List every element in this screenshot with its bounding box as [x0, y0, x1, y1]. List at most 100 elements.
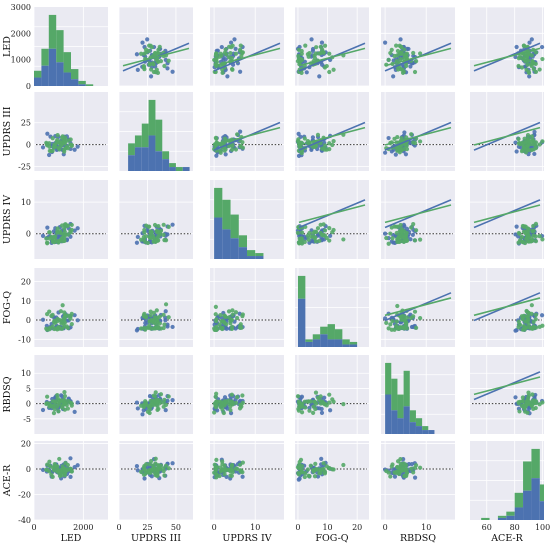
- point-ace-r-updrs-iv-group_b-14: [214, 457, 219, 463]
- point-updrs-iv-ace-r-group_b-18: [533, 239, 539, 244]
- point-fog-q-led-group_b-32: [62, 310, 67, 315]
- panel-rbdsq-vs-updrs-iii: [118, 355, 193, 434]
- hist-bar-rbdsq-b-6: [422, 426, 429, 431]
- hist-bar-led-a-4: [63, 72, 71, 86]
- hist-bar-ace-r-a-4: [514, 507, 524, 520]
- point-ace-r-updrs-iii-group_b-34: [149, 459, 154, 464]
- point-updrs-iv-updrs-iii-group_b-35: [149, 230, 154, 235]
- point-updrs-iv-rbdsq-group_b-22: [418, 237, 423, 242]
- point-fog-q-led-group_b-30: [60, 303, 65, 308]
- y-axis-label-led: LED: [2, 36, 13, 57]
- point-updrs-iv-updrs-iii-group_b-33: [145, 240, 151, 246]
- point-led-rbdsq-group_b-14: [398, 56, 403, 62]
- point-fog-q-updrs-iv-group_b-16: [226, 309, 232, 314]
- point-ace-r-updrs-iv-group_b-33: [212, 470, 217, 475]
- point-fog-q-updrs-iii-group_a-24: [165, 322, 170, 327]
- hist-bar-led-a-1: [41, 65, 49, 86]
- hist-bar-led-a-5: [71, 79, 79, 86]
- point-ace-r-led-group_b-37: [65, 462, 70, 468]
- point-ace-r-updrs-iii-group_b-39: [139, 469, 144, 475]
- point-updrs-iv-led-group_b-36: [44, 236, 49, 241]
- panel-fog-q-vs-ace-r: [470, 268, 545, 347]
- point-updrs-iv-rbdsq-group_b-41: [394, 230, 399, 236]
- point-updrs-iii-fog-q-group_b-19: [331, 139, 336, 144]
- regression-line-updrs-iii-fog-q-group_b: [298, 126, 366, 146]
- point-updrs-iv-rbdsq-group_b-40: [414, 228, 419, 233]
- point-updrs-iv-fog-q-group_b-30: [341, 237, 346, 242]
- point-led-updrs-iv-group_b-27: [223, 47, 228, 52]
- point-updrs-iii-ace-r-group_b-34: [537, 142, 542, 147]
- point-led-updrs-iv-group_a-11: [233, 46, 238, 51]
- point-rbdsq-fog-q-group_b-30: [341, 402, 346, 407]
- hist-bar-updrs-iii-a-8: [182, 167, 190, 171]
- point-fog-q-rbdsq-group_b-38: [402, 318, 407, 323]
- point-updrs-iv-fog-q-group_b-33: [299, 241, 305, 246]
- point-ace-r-rbdsq-group_a-23: [409, 461, 415, 467]
- point-updrs-iv-rbdsq-group_b-29: [390, 236, 395, 241]
- point-fog-q-led-group_b-25: [69, 311, 74, 316]
- point-updrs-iii-updrs-iv-group_b-32: [233, 147, 239, 152]
- point-fog-q-ace-r-group_b-38: [516, 319, 521, 324]
- point-ace-r-fog-q-group_b-26: [318, 470, 323, 476]
- point-ace-r-rbdsq-group_b-17: [404, 470, 410, 476]
- panel-updrs-iii-vs-updrs-iii: [118, 92, 193, 171]
- point-updrs-iii-fog-q-group_b-31: [321, 146, 326, 151]
- point-led-fog-q-group_b-25: [322, 43, 328, 48]
- point-ace-r-updrs-iv-group_b-32: [233, 466, 239, 471]
- point-rbdsq-updrs-iii-group_b-39: [139, 403, 144, 408]
- point-rbdsq-led-group_b-38: [57, 399, 63, 405]
- point-led-updrs-iii-group_b-40: [158, 59, 164, 64]
- hist-bar-ace-r-a-2: [497, 517, 507, 520]
- y-tick-fog-q-1: 0: [26, 316, 31, 325]
- point-fog-q-led-group_a-3: [75, 318, 80, 323]
- panel-fog-q-vs-led: [33, 268, 108, 347]
- point-updrs-iv-led-group_b-37: [65, 223, 70, 228]
- hist-bar-fog-q-a-7: [349, 344, 358, 347]
- point-rbdsq-updrs-iii-group_b-35: [149, 401, 154, 406]
- point-updrs-iii-led-group_a-20: [47, 152, 52, 158]
- panel-ace-r-vs-led: [33, 441, 108, 521]
- point-led-rbdsq-group_b-35: [399, 45, 404, 50]
- point-updrs-iii-rbdsq-group_a-27: [403, 152, 409, 157]
- point-updrs-iv-ace-r-group_b-38: [516, 230, 521, 236]
- point-fog-q-ace-r-group_a-17: [539, 313, 545, 318]
- hist-bar-led-b-2: [48, 14, 57, 49]
- point-fog-q-updrs-iv-group_b-32: [233, 310, 239, 315]
- regression-line-updrs-iv-fog-q-group_b: [298, 204, 366, 224]
- y-tick-rbdsq-1: 0: [26, 400, 31, 409]
- point-updrs-iii-updrs-iv-group_a-20: [223, 152, 228, 157]
- point-fog-q-led-group_b-15: [49, 313, 54, 319]
- point-led-fog-q-group_b-39: [299, 51, 304, 56]
- x-axis-label-rbdsq: RBDSQ: [400, 533, 436, 544]
- point-fog-q-rbdsq-group_b-37: [389, 327, 394, 332]
- point-led-fog-q-group_b-31: [321, 50, 326, 55]
- point-updrs-iii-led-group_a-29: [72, 147, 77, 152]
- point-rbdsq-ace-r-group_b-38: [516, 401, 521, 406]
- point-led-ace-r-group_a-38: [527, 74, 532, 79]
- panel-updrs-iii-vs-updrs-iv: [210, 92, 284, 171]
- point-led-rbdsq-group_a-3: [398, 37, 403, 42]
- point-updrs-iv-updrs-iii-group_b-28: [161, 232, 166, 237]
- point-fog-q-led-group_b-37: [65, 325, 70, 330]
- point-updrs-iii-fog-q-group_a-27: [296, 153, 302, 158]
- point-ace-r-updrs-iii-group_b-40: [158, 463, 164, 468]
- point-rbdsq-updrs-iii-group_a-20: [135, 406, 140, 411]
- point-led-ace-r-group_b-41: [523, 59, 528, 64]
- point-led-ace-r-group_a-17: [539, 44, 545, 50]
- point-updrs-iii-led-group_b-29: [52, 144, 57, 150]
- point-ace-r-rbdsq-group_b-11: [388, 474, 393, 479]
- point-led-updrs-iv-group_b-36: [220, 70, 225, 76]
- y-tick-updrs-iii-2: 25: [21, 119, 31, 128]
- point-fog-q-updrs-iii-group_a-6: [163, 309, 168, 314]
- point-led-rbdsq-group_b-3: [412, 69, 418, 75]
- point-rbdsq-ace-r-group_b-33: [523, 409, 528, 414]
- point-fog-q-updrs-iv-group_b-29: [220, 318, 225, 323]
- point-rbdsq-updrs-iii-group_b-38: [155, 399, 160, 404]
- point-led-updrs-iv-group_a-8: [238, 69, 243, 74]
- point-fog-q-rbdsq-group_a-23: [409, 324, 415, 330]
- point-ace-r-updrs-iii-group_a-12: [142, 476, 147, 481]
- point-rbdsq-fog-q-group_b-39: [299, 403, 304, 408]
- panel-updrs-iv-vs-rbdsq: [381, 180, 455, 259]
- panel-updrs-iii-vs-rbdsq: [381, 92, 455, 171]
- hist-bar-ace-r-a-3: [506, 515, 515, 520]
